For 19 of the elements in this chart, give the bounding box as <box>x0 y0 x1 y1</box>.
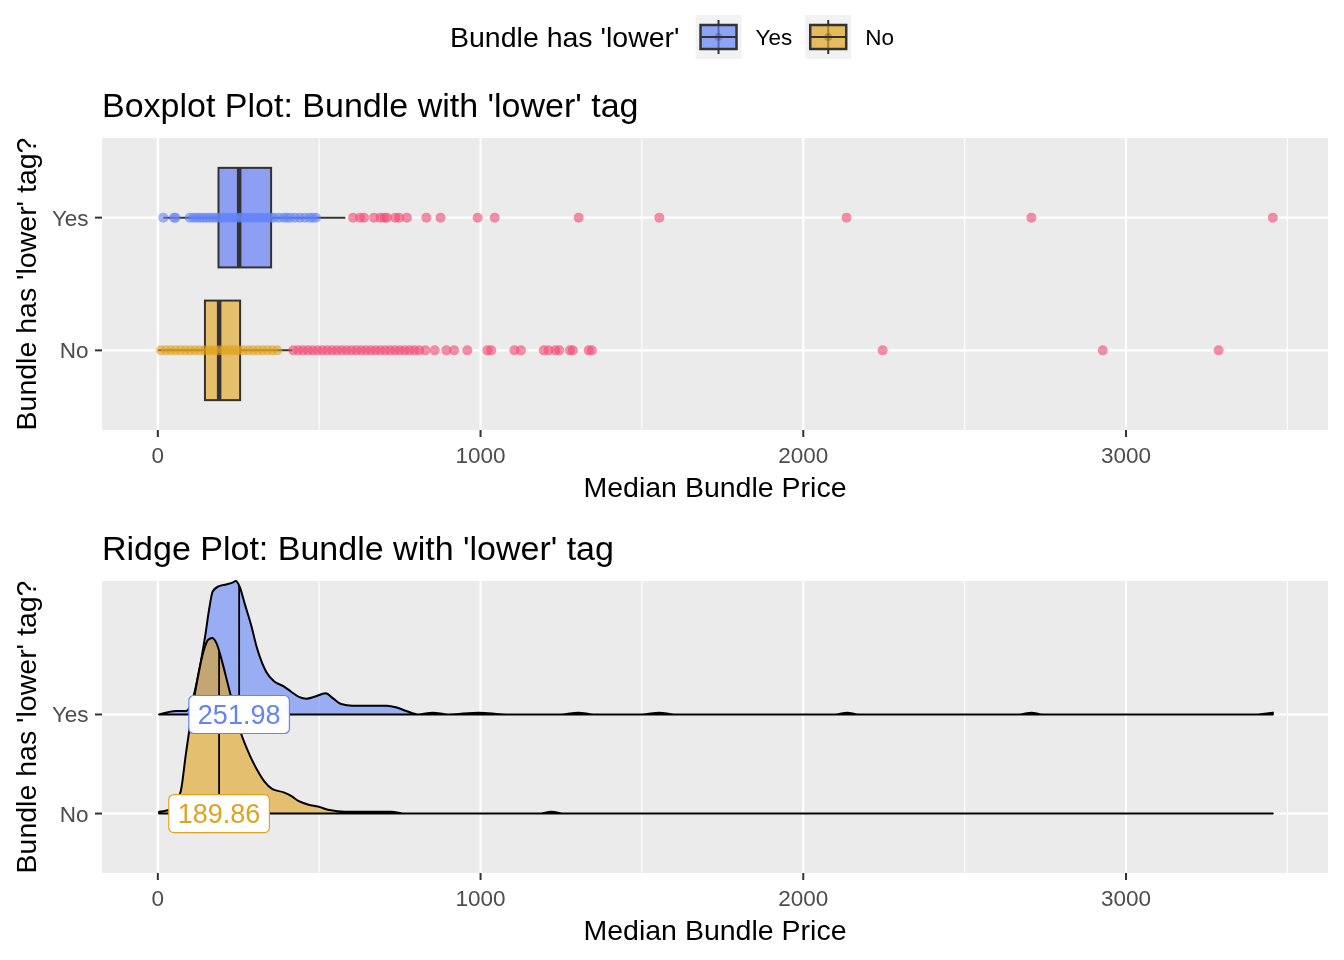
y-axis-title: Bundle has 'lower' tag? <box>10 580 42 874</box>
legend-label: Yes <box>755 25 793 50</box>
x-tick-label: 1000 <box>455 443 506 468</box>
y-axis-title: Bundle has 'lower' tag? <box>10 137 42 431</box>
x-tick-label: 2000 <box>778 443 829 468</box>
chart-title: Ridge Plot: Bundle with 'lower' tag <box>102 528 614 567</box>
ref-line-label: 251.98 <box>197 699 281 730</box>
legend-title: Bundle has 'lower' <box>450 21 680 53</box>
x-axis-title: Median Bundle Price <box>583 914 847 946</box>
x-axis-title: Median Bundle Price <box>583 471 847 503</box>
ref-line-label: 189.86 <box>177 799 261 830</box>
legend-label: No <box>865 25 894 50</box>
x-tick-label: 2000 <box>778 886 829 911</box>
x-tick-label: 3000 <box>1100 443 1152 468</box>
chart-title: Boxplot Plot: Bundle with 'lower' tag <box>102 85 639 124</box>
x-tick-label: 0 <box>151 886 165 911</box>
x-tick-label: 3000 <box>1100 886 1152 911</box>
x-tick-label: 1000 <box>455 886 506 911</box>
x-tick-label: 0 <box>151 443 165 468</box>
